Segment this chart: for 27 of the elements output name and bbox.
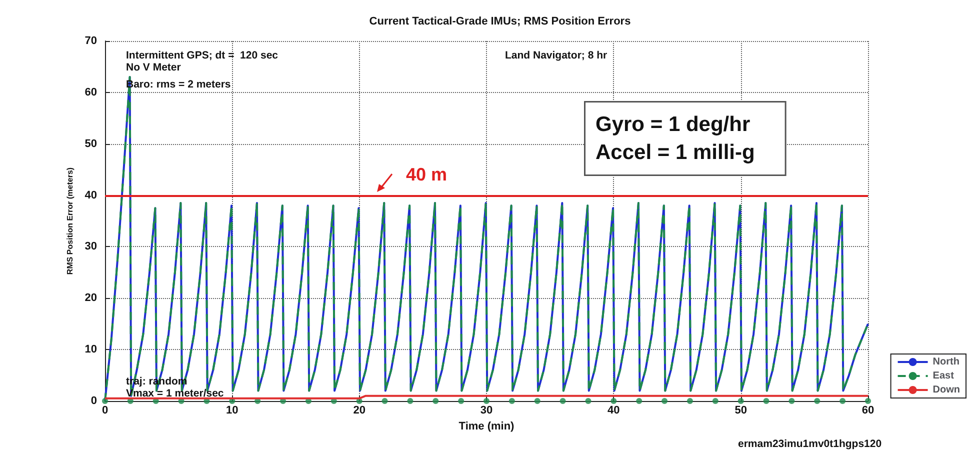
x-tick-label: 60 bbox=[862, 404, 874, 416]
y-axis-title: RMS Position Error (meters) bbox=[65, 167, 74, 275]
legend-label: Down bbox=[932, 384, 960, 396]
annotation: No V Meter bbox=[126, 62, 181, 74]
y-tick-label: 30 bbox=[84, 240, 97, 253]
x-tick-label: 40 bbox=[608, 404, 620, 416]
y-tick-label: 10 bbox=[84, 344, 97, 356]
y-tick-label: 70 bbox=[84, 35, 97, 47]
y-tick-label: 0 bbox=[90, 395, 97, 407]
y-tick-label: 40 bbox=[84, 189, 97, 202]
y-tick-label: 20 bbox=[84, 292, 97, 304]
x-tick-label: 0 bbox=[102, 404, 108, 416]
annotation: Land Navigator; 8 hr bbox=[505, 50, 608, 62]
y-tick-label: 50 bbox=[84, 138, 97, 150]
x-tick-label: 30 bbox=[480, 404, 493, 416]
x-axis-title: Time (min) bbox=[458, 420, 515, 432]
chart-title: Current Tactical-Grade IMUs; RMS Position Errors bbox=[369, 16, 631, 28]
legend-label: 40 m bbox=[406, 164, 448, 184]
legend-label: North bbox=[932, 356, 960, 368]
x-tick-label: 50 bbox=[734, 404, 747, 416]
annotation: Gyro = 1 deg/hr Accel = 1 milli-g bbox=[596, 113, 755, 164]
x-tick-label: 10 bbox=[226, 404, 238, 416]
y-tick-label: 60 bbox=[84, 86, 97, 98]
annotation: Intermittent GPS; dt = 120 sec bbox=[126, 50, 278, 62]
x-tick-label: 20 bbox=[353, 404, 366, 416]
text: ermam23imu1mv0t1hgps120 bbox=[738, 438, 882, 451]
legend-label: East bbox=[932, 370, 955, 382]
